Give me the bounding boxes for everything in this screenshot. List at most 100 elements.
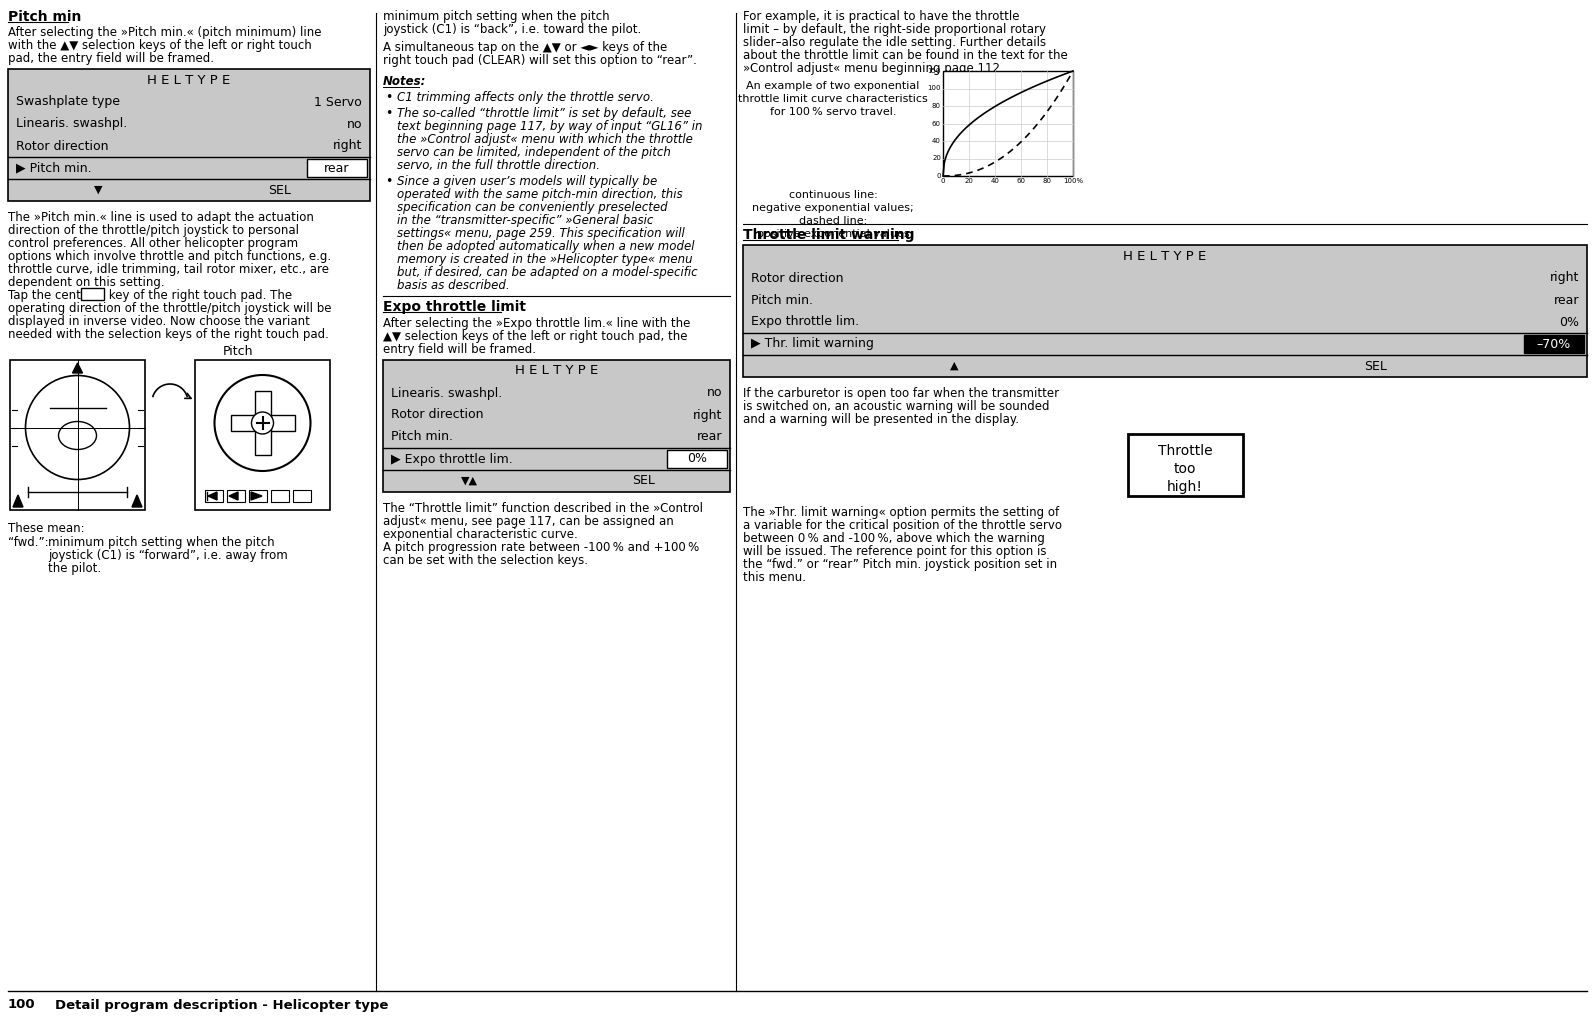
Text: After selecting the »Pitch min.« (pitch minimum) line: After selecting the »Pitch min.« (pitch …: [8, 26, 322, 39]
Polygon shape: [72, 363, 83, 373]
Text: specification can be conveniently preselected: specification can be conveniently presel…: [397, 201, 668, 214]
Text: no: no: [707, 387, 723, 400]
Text: 20: 20: [965, 178, 973, 184]
Text: but, if desired, can be adapted on a model-specific: but, if desired, can be adapted on a mod…: [397, 266, 697, 279]
Text: Rotor direction: Rotor direction: [16, 139, 108, 152]
Text: Expo throttle lim.: Expo throttle lim.: [751, 315, 860, 328]
Text: ▶ Expo throttle lim.: ▶ Expo throttle lim.: [391, 452, 512, 465]
Bar: [1523, 335, 1584, 353]
Text: The “Throttle limit” function described in the »Control: The “Throttle limit” function described …: [383, 502, 703, 515]
Text: servo can be limited, independent of the pitch: servo can be limited, independent of the…: [397, 146, 671, 159]
Text: dashed line:: dashed line:: [799, 216, 868, 226]
Text: SEL: SEL: [632, 475, 654, 488]
Text: Throttle: Throttle: [1158, 444, 1212, 458]
Text: ▲▼ selection keys of the left or right touch pad, the: ▲▼ selection keys of the left or right t…: [383, 330, 687, 343]
Text: Rotor direction: Rotor direction: [751, 271, 844, 284]
Text: slider–also regulate the idle setting. Further details: slider–also regulate the idle setting. F…: [743, 36, 1046, 49]
Text: Rotor direction: Rotor direction: [391, 408, 483, 421]
Text: Pitch min.: Pitch min.: [751, 294, 813, 307]
Text: servo, in the full throttle direction.: servo, in the full throttle direction.: [397, 159, 600, 172]
Text: can be set with the selection keys.: can be set with the selection keys.: [383, 554, 589, 567]
Text: Notes:: Notes:: [383, 75, 426, 88]
Text: continuous line:: continuous line:: [788, 190, 877, 201]
Text: The »Thr. limit warning« option permits the setting of: The »Thr. limit warning« option permits …: [743, 506, 1059, 519]
Text: •: •: [384, 107, 392, 120]
Text: control preferences. All other helicopter program: control preferences. All other helicopte…: [8, 237, 298, 250]
Bar: [293, 490, 311, 502]
Text: ▶ Pitch min.: ▶ Pitch min.: [16, 162, 91, 175]
Text: Detail program description - Helicopter type: Detail program description - Helicopter …: [54, 998, 388, 1012]
Text: An example of two exponential: An example of two exponential: [746, 81, 920, 91]
Text: Since a given user’s models will typically be: Since a given user’s models will typical…: [397, 175, 657, 188]
Bar: [943, 71, 1073, 176]
Bar: [206, 490, 223, 502]
Text: joystick (C1) is “back”, i.e. toward the pilot.: joystick (C1) is “back”, i.e. toward the…: [383, 23, 641, 36]
Text: with the ▲▼ selection keys of the left or right touch: with the ▲▼ selection keys of the left o…: [8, 39, 311, 52]
Text: Linearis. swashpl.: Linearis. swashpl.: [16, 118, 128, 131]
Text: “fwd.”:: “fwd.”:: [8, 536, 48, 549]
Text: minimum pitch setting when the pitch: minimum pitch setting when the pitch: [48, 536, 274, 549]
Bar: [195, 360, 330, 510]
Text: 100%: 100%: [1062, 178, 1083, 184]
Text: right: right: [692, 408, 723, 421]
Text: ▼▲: ▼▲: [461, 476, 478, 486]
Bar: [1128, 434, 1243, 496]
Text: exponential characteristic curve.: exponential characteristic curve.: [383, 528, 577, 541]
Text: 60: 60: [931, 121, 941, 127]
Text: Tap the center: Tap the center: [8, 290, 97, 302]
Bar: [81, 288, 104, 300]
Polygon shape: [207, 492, 217, 500]
Text: A simultaneous tap on the ▲▼ or ◄► keys of the: A simultaneous tap on the ▲▼ or ◄► keys …: [383, 41, 667, 54]
Bar: [10, 360, 145, 510]
Bar: [271, 490, 289, 502]
Text: basis as described.: basis as described.: [397, 279, 510, 292]
Text: SEL: SEL: [268, 183, 290, 196]
Text: –70%: –70%: [1538, 338, 1571, 351]
Text: H E L T Y P E: H E L T Y P E: [515, 364, 598, 377]
Text: 40: 40: [990, 178, 1000, 184]
Polygon shape: [132, 495, 142, 507]
Bar: [743, 244, 1587, 377]
Bar: [255, 391, 271, 455]
Text: and a warning will be presented in the display.: and a warning will be presented in the d…: [743, 413, 1019, 426]
Bar: [8, 69, 370, 201]
Text: high!: high!: [1168, 480, 1203, 494]
Text: operating direction of the throttle/pitch joystick will be: operating direction of the throttle/pitc…: [8, 302, 332, 315]
Text: ▼: ▼: [94, 185, 102, 195]
Bar: [383, 360, 731, 492]
Text: right touch pad (CLEAR) will set this option to “rear”.: right touch pad (CLEAR) will set this op…: [383, 54, 697, 66]
Text: positive exponential values: positive exponential values: [756, 229, 909, 239]
Text: for 100 % servo travel.: for 100 % servo travel.: [770, 107, 896, 117]
Polygon shape: [230, 492, 238, 500]
Circle shape: [252, 412, 273, 434]
Text: H E L T Y P E: H E L T Y P E: [147, 74, 231, 87]
Text: a variable for the critical position of the throttle servo: a variable for the critical position of …: [743, 519, 1062, 532]
Text: is switched on, an acoustic warning will be sounded: is switched on, an acoustic warning will…: [743, 400, 1050, 413]
Text: Pitch min.: Pitch min.: [391, 431, 453, 444]
Text: pad, the entry field will be framed.: pad, the entry field will be framed.: [8, 52, 214, 65]
Text: right: right: [333, 139, 362, 152]
Polygon shape: [250, 492, 262, 500]
Text: 150: 150: [928, 68, 941, 74]
Text: 100: 100: [8, 998, 35, 1012]
Text: »Control adjust« menu beginning page 112.: »Control adjust« menu beginning page 112…: [743, 62, 1003, 75]
Text: the pilot.: the pilot.: [48, 562, 100, 575]
Text: displayed in inverse video. Now choose the variant: displayed in inverse video. Now choose t…: [8, 315, 309, 328]
Text: rear: rear: [697, 431, 723, 444]
Text: •: •: [384, 175, 392, 188]
Polygon shape: [13, 495, 22, 507]
Bar: [667, 450, 727, 468]
Text: text beginning page 117, by way of input “GL16” in: text beginning page 117, by way of input…: [397, 120, 702, 133]
Text: If the carburetor is open too far when the transmitter: If the carburetor is open too far when t…: [743, 387, 1059, 400]
Text: 0%: 0%: [687, 452, 707, 465]
Text: Throttle limit warning: Throttle limit warning: [743, 228, 914, 242]
Text: ▶ Thr. limit warning: ▶ Thr. limit warning: [751, 338, 874, 351]
Text: the “fwd.” or “rear” Pitch min. joystick position set in: the “fwd.” or “rear” Pitch min. joystick…: [743, 558, 1057, 571]
Text: settings« menu, page 259. This specification will: settings« menu, page 259. This specifica…: [397, 227, 684, 240]
Text: The so-called “throttle limit” is set by default, see: The so-called “throttle limit” is set by…: [397, 107, 691, 120]
Text: key of the right touch pad. The: key of the right touch pad. The: [105, 290, 292, 302]
Text: then be adopted automatically when a new model: then be adopted automatically when a new…: [397, 240, 694, 253]
Text: throttle limit curve characteristics: throttle limit curve characteristics: [738, 94, 928, 104]
Text: The »Pitch min.« line is used to adapt the actuation: The »Pitch min.« line is used to adapt t…: [8, 211, 314, 224]
Text: operated with the same pitch-min direction, this: operated with the same pitch-min directi…: [397, 188, 683, 201]
